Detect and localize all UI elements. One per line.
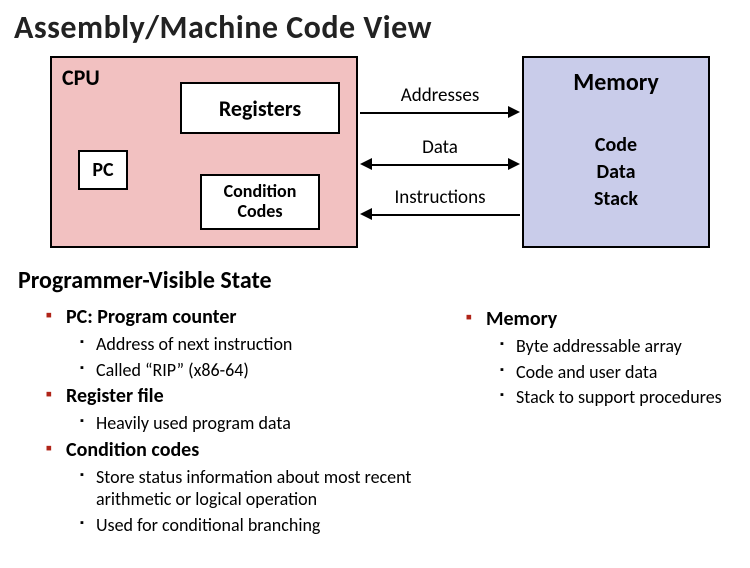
- bullet-mem-sub2: Code and user data: [438, 361, 738, 384]
- arrow-addresses-head: [508, 106, 520, 118]
- condition-line2: Codes: [237, 202, 282, 222]
- architecture-diagram: CPU PC Registers Condition Codes Memory …: [50, 56, 750, 256]
- bullet-cc: Condition codes: [18, 438, 438, 462]
- cpu-box: CPU PC Registers Condition Codes: [50, 56, 358, 248]
- slide-title: Assembly/Machine Code View: [0, 0, 750, 47]
- memory-item-data: Data: [594, 159, 638, 186]
- arrow-label-data: Data: [360, 136, 520, 159]
- registers-box: Registers: [180, 82, 340, 134]
- arrow-instructions-head: [360, 208, 372, 220]
- columns: PC: Program counter Address of next inst…: [18, 305, 738, 539]
- pc-box: PC: [78, 150, 128, 190]
- memory-item-code: Code: [594, 132, 638, 159]
- content-area: Programmer-Visible State PC: Program cou…: [18, 266, 738, 539]
- bullet-reg: Register file: [18, 384, 438, 408]
- arrow-data-head-left: [360, 158, 372, 170]
- bullet-reg-sub1: Heavily used program data: [18, 412, 438, 435]
- arrow-data-line: [372, 164, 510, 166]
- arrow-label-addresses: Addresses: [360, 84, 520, 107]
- bullet-mem-sub3: Stack to support procedures: [438, 386, 738, 409]
- arrow-label-instructions: Instructions: [360, 186, 520, 209]
- section-header: Programmer-Visible State: [18, 266, 738, 295]
- arrow-data-head-right: [508, 158, 520, 170]
- memory-title: Memory: [573, 68, 659, 97]
- bullet-pc-sub1: Address of next instruction: [18, 333, 438, 356]
- cpu-label: CPU: [62, 64, 100, 91]
- arrow-addresses-line: [360, 112, 510, 114]
- bullet-cc-sub1: Store status information about most rece…: [18, 466, 438, 511]
- bullet-pc: PC: Program counter: [18, 305, 438, 329]
- left-column: PC: Program counter Address of next inst…: [18, 305, 438, 539]
- memory-item-stack: Stack: [594, 186, 638, 213]
- condition-codes-box: Condition Codes: [200, 174, 320, 230]
- memory-box: Memory Code Data Stack: [522, 56, 710, 248]
- bullet-cc-sub2: Used for conditional branching: [18, 514, 438, 537]
- arrow-instructions-line: [372, 214, 520, 216]
- bullet-pc-sub2: Called “RIP” (x86-64): [18, 359, 438, 382]
- memory-items: Code Data Stack: [594, 132, 638, 213]
- bullet-mem-sub1: Byte addressable array: [438, 335, 738, 358]
- bullet-mem: Memory: [438, 307, 738, 331]
- right-column: Memory Byte addressable array Code and u…: [438, 305, 738, 539]
